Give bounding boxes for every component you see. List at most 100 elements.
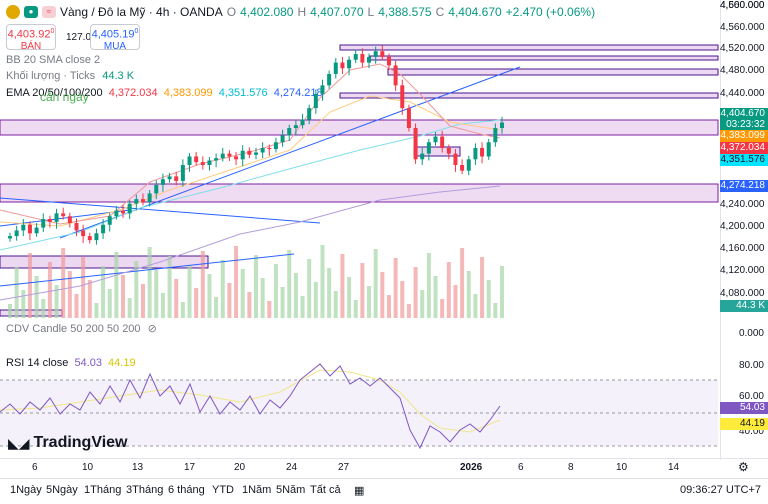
volume-bar xyxy=(214,297,219,318)
volume-bar xyxy=(160,293,165,318)
volume-bar xyxy=(386,295,391,318)
candle-body xyxy=(333,62,338,74)
candle-body xyxy=(154,184,159,194)
candle-body xyxy=(234,156,239,160)
candle-body xyxy=(473,147,478,160)
eye-hidden-icon[interactable]: ⊘ xyxy=(147,323,157,335)
ema50-line xyxy=(0,95,501,227)
candle-body xyxy=(273,142,278,150)
volume-bar xyxy=(220,260,225,318)
range-3m-button[interactable]: 3Tháng xyxy=(126,484,164,496)
price-axis-label: 4,200.000 xyxy=(720,221,765,232)
candle-body xyxy=(8,236,12,239)
candle-body xyxy=(353,54,358,60)
candle-body xyxy=(194,156,199,163)
candle-body xyxy=(220,153,225,159)
tradingview-logo-text: TradingView xyxy=(33,434,128,451)
data-delay-icon: ≈ xyxy=(42,6,56,18)
volume-bar xyxy=(373,249,378,318)
calendar-range-icon[interactable]: ▦ xyxy=(354,485,365,497)
annotation-text[interactable]: cắn ngày xyxy=(40,90,89,104)
price-axis-border xyxy=(720,0,721,460)
candle-body xyxy=(74,223,79,231)
ema50-tag: 4,383.099 xyxy=(720,130,768,142)
range-ytd-button[interactable]: YTD xyxy=(212,484,234,496)
volume-bar xyxy=(473,294,478,318)
cdv-indicator[interactable]: CDV Candle 50 200 50 200 ⊘ xyxy=(6,322,157,335)
volume-bar xyxy=(134,261,139,318)
range-1y-button[interactable]: 1Năm xyxy=(242,484,272,496)
range-1d-button[interactable]: 1Ngày xyxy=(10,484,42,496)
candle-body xyxy=(327,73,332,86)
candle-body xyxy=(247,150,252,155)
sell-button[interactable]: 4,403.920 BÁN xyxy=(6,24,56,52)
volume-bar xyxy=(54,285,59,318)
ema100-tag: 4,351.576 xyxy=(720,154,768,166)
supply-zone-2 xyxy=(369,55,719,61)
ema100-line xyxy=(0,119,501,251)
rsi-indicator-value: 54.03 xyxy=(74,357,102,369)
bb-indicator-label[interactable]: BB 20 SMA close 2 xyxy=(6,54,101,66)
close-label: C xyxy=(435,5,445,19)
tradingview-logo[interactable]: ◣◢ TradingView xyxy=(8,434,128,452)
volume-indicator[interactable]: Khối lượng · Ticks 44.3 K xyxy=(6,70,134,82)
volume-bar xyxy=(393,258,398,318)
ema200-line xyxy=(0,185,501,301)
ema200-tag: 4,274.218 xyxy=(720,180,768,192)
candle-body xyxy=(107,216,112,225)
candle-body xyxy=(413,128,418,160)
price-axis-label: 4,440.000 xyxy=(720,88,765,99)
volume-bar xyxy=(121,275,126,318)
demand-zone-main xyxy=(0,183,719,203)
candle-body xyxy=(420,153,425,160)
volume-bar xyxy=(460,248,465,318)
chart-canvas[interactable] xyxy=(0,0,720,460)
volume-bar xyxy=(127,298,132,318)
candle-body xyxy=(320,85,325,94)
ema-indicator[interactable]: EMA 20/50/100/200 4,372.034 4,383.099 4,… xyxy=(6,87,323,99)
candle-body xyxy=(200,162,205,165)
candle-body xyxy=(127,203,132,214)
volume-bar xyxy=(41,299,46,318)
volume-bar xyxy=(400,281,405,318)
time-axis-label: 14 xyxy=(668,462,680,473)
supply-zone-4 xyxy=(339,92,719,99)
supply-zone-main xyxy=(0,119,719,136)
range-5d-button[interactable]: 5Ngày xyxy=(46,484,78,496)
volume-bar xyxy=(420,290,425,318)
candle-body xyxy=(260,147,265,153)
rsi-ma-line xyxy=(0,369,501,433)
time-axis-label: 17 xyxy=(184,462,196,473)
settings-gear-icon[interactable]: ⚙ xyxy=(738,460,749,474)
volume-bar xyxy=(380,272,385,318)
rsi-indicator[interactable]: RSI 14 close 54.03 44.19 xyxy=(6,357,136,369)
time-axis-label: 8 xyxy=(568,462,574,473)
volume-bar xyxy=(247,292,252,318)
candle-body xyxy=(287,128,292,136)
candle-body xyxy=(460,165,465,171)
range-6m-button[interactable]: 6 tháng xyxy=(168,484,205,496)
range-5y-button[interactable]: 5Năm xyxy=(276,484,306,496)
candle-body xyxy=(207,160,212,165)
symbol-title[interactable]: Vàng / Đô la Mỹ · 4h · OANDA xyxy=(60,5,223,19)
volume-bar xyxy=(180,302,185,318)
range-1m-button[interactable]: 1Tháng xyxy=(84,484,122,496)
volume-bar xyxy=(273,264,278,318)
volume-bar xyxy=(74,294,79,318)
time-axis-label: 6 xyxy=(32,462,38,473)
range-all-button[interactable]: Tất cả xyxy=(310,484,341,496)
buy-button[interactable]: 4,405.190 MUA xyxy=(90,24,140,52)
candle-body xyxy=(101,224,106,234)
candle-body xyxy=(27,224,32,234)
candlestick-series xyxy=(8,45,504,245)
candle-body xyxy=(67,216,72,224)
time-axis-border xyxy=(0,458,768,459)
rsi-ma-tag: 44.19 xyxy=(720,418,768,430)
volume-bar xyxy=(353,300,358,318)
volume-bar xyxy=(87,280,92,318)
clock-display[interactable]: 09:36:27 UTC+7 xyxy=(680,484,762,496)
volume-bar xyxy=(254,255,258,318)
candle-body xyxy=(174,176,179,181)
candle-body xyxy=(167,176,172,180)
price-axis-label: 4,560.000 xyxy=(720,0,765,11)
